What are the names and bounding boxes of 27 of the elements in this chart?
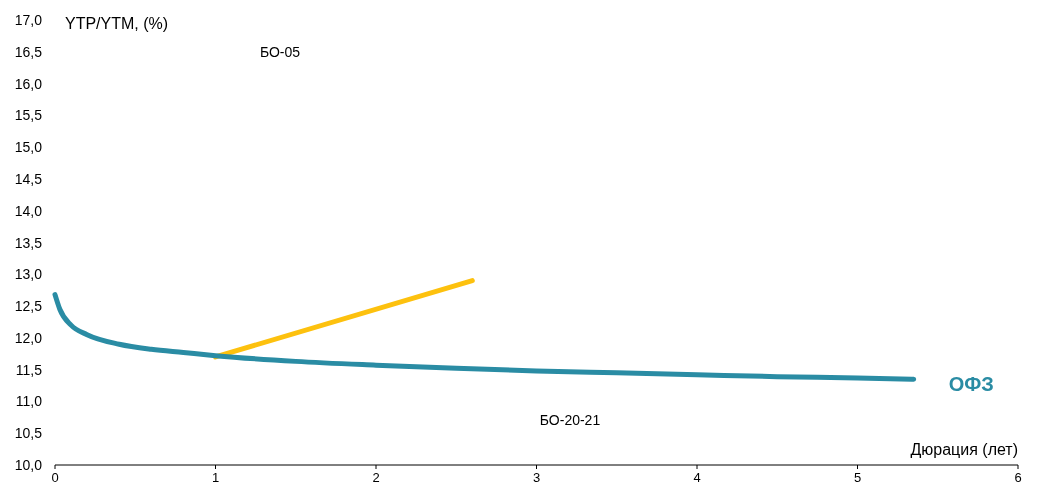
x-tick-label: 3 xyxy=(532,470,541,485)
y-tick-label: 14,0 xyxy=(14,202,43,219)
y-tick-label: 13,5 xyxy=(14,234,43,251)
x-tick-label: 2 xyxy=(372,470,380,485)
y-tick-label: 15,5 xyxy=(14,107,43,124)
y-tick-label: 11,0 xyxy=(15,393,43,410)
y-tick-label: 16,5 xyxy=(14,43,43,60)
y-tick-label: 12,5 xyxy=(14,298,43,315)
annotation: БО-20-21 xyxy=(539,412,601,428)
y-tick-label: 13,0 xyxy=(14,266,43,283)
y-tick-label: 14,5 xyxy=(14,170,43,187)
series-label: ОФЗ xyxy=(948,373,994,396)
x-tick-label: 1 xyxy=(211,470,220,485)
x-tick-label: 6 xyxy=(1014,470,1022,485)
y-tick-label: 11,5 xyxy=(15,361,43,378)
y-tick-label: 16,0 xyxy=(14,75,43,92)
y-axis-title: YTP/YTM, (%) xyxy=(65,15,169,32)
y-tick-label: 10,5 xyxy=(14,425,43,442)
x-tick-label: 0 xyxy=(51,470,59,485)
y-tick-label: 12,0 xyxy=(14,329,43,346)
annotation: БО-05 xyxy=(259,44,301,60)
y-tick-label: 17,0 xyxy=(14,12,43,28)
x-tick-label: 5 xyxy=(853,470,862,485)
y-tick-label: 15,0 xyxy=(14,139,43,156)
x-tick-label: 4 xyxy=(693,470,701,485)
y-tick-label: 10,0 xyxy=(14,457,43,473)
x-axis-title: Дюрация (лет) xyxy=(910,441,1018,458)
